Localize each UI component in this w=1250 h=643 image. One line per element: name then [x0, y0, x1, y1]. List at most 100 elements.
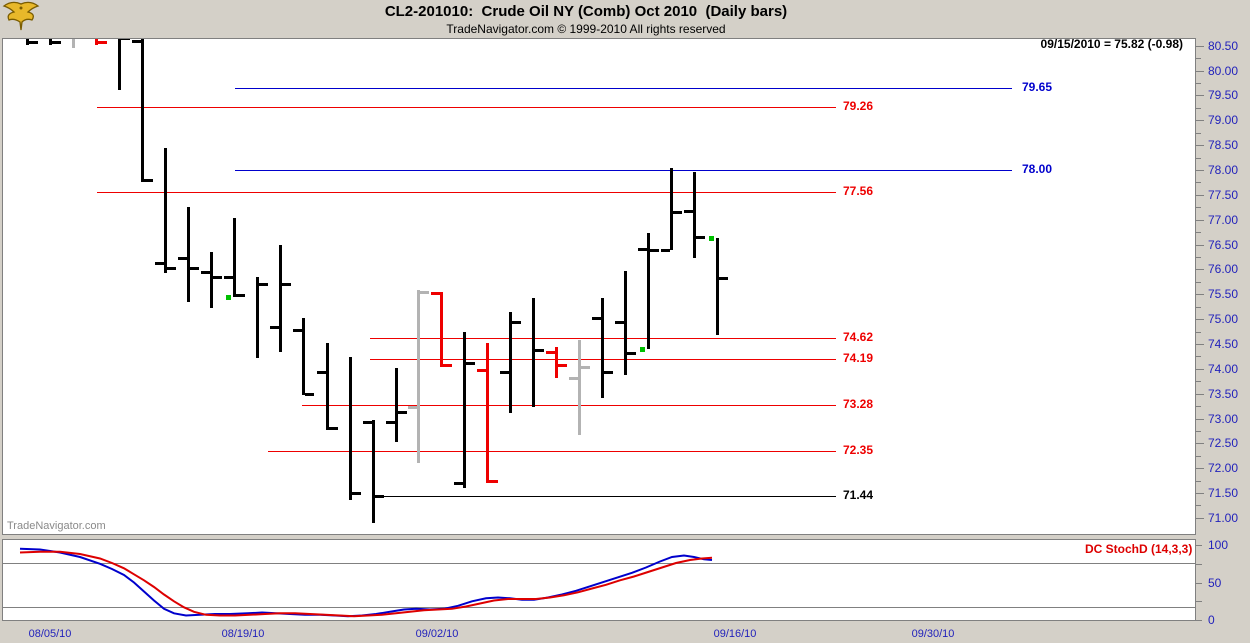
price-tick [1196, 95, 1204, 96]
stoch-tick-label: 100 [1208, 538, 1229, 552]
price-tick-label: 73.00 [1208, 412, 1239, 426]
stoch-tick [1196, 564, 1202, 565]
price-tick [1196, 369, 1204, 370]
ohlc-close-tick [466, 362, 475, 365]
ohlc-close-tick [236, 294, 245, 297]
date-axis[interactable]: 08/05/10 08/19/10 09/02/10 09/16/10 09/30/10 [0, 621, 1250, 643]
last-quote-readout: 09/15/2010 = 75.82 (-0.98) [1040, 37, 1183, 51]
stoch-tick [1196, 545, 1202, 546]
price-tick [1196, 493, 1204, 494]
price-tick [1196, 182, 1201, 183]
price-tick-label: 78.00 [1208, 163, 1239, 177]
price-tick-label: 77.00 [1208, 213, 1239, 227]
ohlc-bar [210, 252, 213, 308]
ohlc-bar [187, 207, 190, 302]
ohlc-close-tick [558, 364, 567, 367]
stoch-tick-label: 50 [1208, 575, 1222, 590]
ohlc-open-tick [132, 40, 141, 43]
ohlc-bar [118, 39, 121, 90]
ohlc-close-tick [512, 321, 521, 324]
ohlc-bar [601, 298, 604, 398]
ohlc-close-tick [696, 236, 705, 239]
price-tick-label: 73.50 [1208, 387, 1239, 401]
price-tick-label: 75.50 [1208, 287, 1239, 301]
ohlc-open-tick [500, 371, 509, 374]
ohlc-close-tick [489, 480, 498, 483]
ohlc-close-tick [398, 411, 407, 414]
ohlc-open-tick [317, 371, 326, 374]
price-tick [1196, 468, 1204, 469]
price-tick-label: 77.50 [1208, 188, 1239, 202]
ohlc-close-tick [673, 211, 682, 214]
date-label: 08/19/10 [221, 628, 265, 640]
ohlc-close-tick [167, 267, 176, 270]
price-chart-panel[interactable]: TradeNavigator.com 79.65 79.26 78.00 77.56 7… [2, 38, 1196, 535]
ohlc-bar [440, 292, 443, 367]
date-label: 09/02/10 [415, 628, 459, 640]
ohlc-bar [578, 340, 581, 435]
stoch-gridline [3, 607, 1195, 608]
ohlc-bar [716, 238, 719, 335]
price-tick [1196, 282, 1201, 283]
price-tick-label: 80.50 [1208, 39, 1239, 53]
ohlc-open-tick [661, 249, 670, 252]
price-tick [1196, 269, 1204, 270]
price-tick [1196, 419, 1204, 420]
price-tick [1196, 356, 1201, 357]
price-tick [1196, 294, 1204, 295]
price-tick-label: 79.00 [1208, 113, 1239, 127]
price-tick [1196, 133, 1201, 134]
price-tick [1196, 307, 1201, 308]
date-label: 08/05/10 [28, 628, 72, 640]
ohlc-close-tick [305, 393, 314, 396]
ohlc-bar [95, 39, 98, 45]
ohlc-open-tick [454, 482, 463, 485]
ohlc-bar [624, 271, 627, 375]
signal-dot [640, 347, 645, 352]
price-tick [1196, 456, 1201, 457]
ohlc-bar [395, 368, 398, 442]
ohlc-close-tick [581, 366, 590, 369]
ohlc-bar [532, 298, 535, 407]
stochastic-indicator-label: DC StochD (14,3,3) [1085, 542, 1193, 556]
price-tick [1196, 406, 1201, 407]
level-line-77.56 [97, 192, 836, 193]
ohlc-close-tick [627, 352, 636, 355]
ohlc-bar [417, 290, 420, 463]
ohlc-bar [72, 39, 75, 48]
stoch-gridline [3, 563, 1195, 564]
price-tick-label: 71.50 [1208, 486, 1239, 500]
level-label: 79.26 [843, 99, 874, 113]
stochastic-panel[interactable]: DC StochD (14,3,3) [2, 539, 1196, 621]
price-tick [1196, 505, 1201, 506]
price-tick-label: 78.50 [1208, 138, 1239, 152]
ohlc-bar [463, 332, 466, 488]
price-tick [1196, 394, 1204, 395]
chart-title: CL2-201010: Crude Oil NY (Comb) Oct 2010… [384, 3, 788, 20]
date-label: 09/30/10 [911, 628, 955, 640]
ohlc-bar [256, 277, 259, 358]
ohlc-close-tick [52, 41, 61, 44]
price-tick-label: 74.50 [1208, 337, 1239, 351]
ohlc-open-tick [546, 351, 555, 354]
stoch-tick-label: 0 [1208, 613, 1215, 627]
price-axis[interactable]: 75.82 80.5080.0079.5079.0078.5078.0077.5… [1196, 0, 1250, 643]
price-tick [1196, 145, 1204, 146]
ohlc-close-tick [420, 291, 429, 294]
price-tick [1196, 332, 1201, 333]
ohlc-open-tick [293, 329, 302, 332]
ohlc-bar [509, 312, 512, 413]
price-tick [1196, 481, 1201, 482]
ohlc-open-tick [569, 377, 578, 380]
ohlc-close-tick [329, 427, 338, 430]
price-tick-label: 75.00 [1208, 312, 1239, 326]
ohlc-close-tick [650, 249, 659, 252]
price-tick [1196, 257, 1201, 258]
level-label: 78.00 [1022, 162, 1053, 176]
price-tick [1196, 319, 1204, 320]
signal-dot [226, 295, 231, 300]
price-tick [1196, 207, 1201, 208]
ohlc-close-tick [719, 277, 728, 280]
